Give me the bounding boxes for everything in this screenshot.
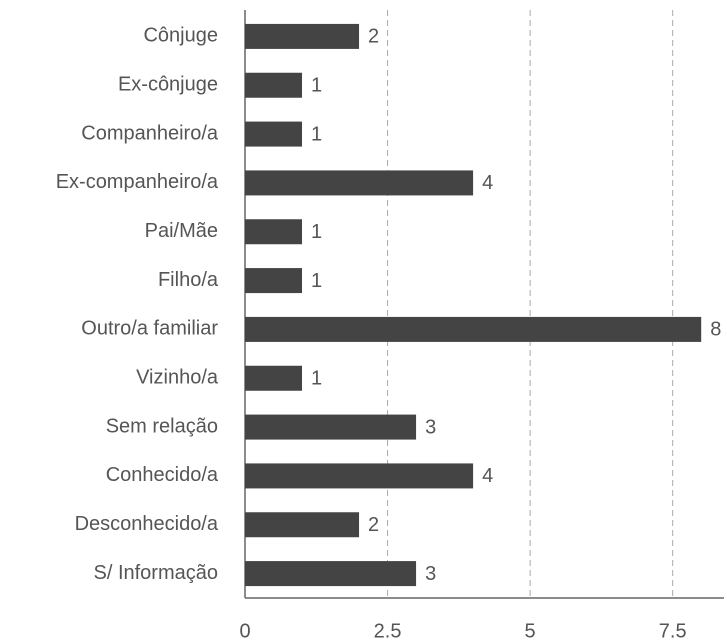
value-label: 2 bbox=[368, 514, 379, 536]
bar bbox=[245, 121, 303, 147]
y-tick-label: Cônjuge bbox=[143, 25, 218, 47]
bar bbox=[245, 170, 474, 196]
x-tick-label: 2.5 bbox=[374, 620, 402, 642]
bar bbox=[245, 268, 303, 294]
value-label: 1 bbox=[311, 75, 322, 97]
value-label: 2 bbox=[368, 26, 379, 48]
y-tick-label: Vizinho/a bbox=[136, 367, 219, 389]
bar bbox=[245, 23, 360, 49]
value-label: 8 bbox=[710, 319, 721, 341]
value-label: 1 bbox=[311, 221, 322, 243]
y-tick-label: Ex-cônjuge bbox=[118, 74, 218, 96]
bar bbox=[245, 463, 474, 489]
value-label: 3 bbox=[425, 416, 436, 438]
y-tick-label: Sem relação bbox=[106, 415, 218, 437]
bar bbox=[245, 316, 702, 342]
y-tick-label: Outro/a familiar bbox=[81, 318, 218, 340]
x-tick-label: 0 bbox=[239, 620, 250, 642]
value-label: 1 bbox=[311, 123, 322, 145]
x-tick-label: 7.5 bbox=[659, 620, 687, 642]
bar bbox=[245, 72, 303, 98]
bar bbox=[245, 414, 417, 440]
y-tick-label: S/ Informação bbox=[93, 562, 218, 584]
bar bbox=[245, 561, 417, 587]
y-tick-label: Companheiro/a bbox=[81, 122, 219, 144]
y-tick-label: Ex-companheiro/a bbox=[56, 171, 219, 193]
value-label: 1 bbox=[311, 270, 322, 292]
x-tick-label: 5 bbox=[525, 620, 536, 642]
bar bbox=[245, 219, 303, 245]
y-tick-label: Filho/a bbox=[158, 269, 219, 291]
y-tick-label: Conhecido/a bbox=[106, 464, 219, 486]
value-label: 4 bbox=[482, 465, 493, 487]
y-tick-label: Desconhecido/a bbox=[75, 513, 219, 535]
value-label: 3 bbox=[425, 563, 436, 585]
y-tick-label: Pai/Mãe bbox=[145, 220, 218, 242]
value-label: 1 bbox=[311, 368, 322, 390]
bar bbox=[245, 365, 303, 391]
bar bbox=[245, 512, 360, 538]
value-label: 4 bbox=[482, 172, 493, 194]
